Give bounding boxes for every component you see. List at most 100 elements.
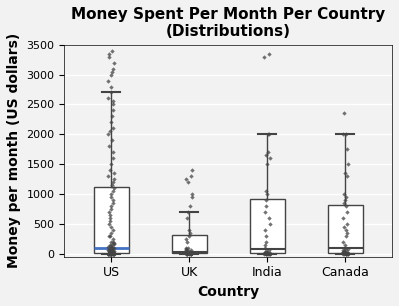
X-axis label: Country: Country	[197, 285, 259, 299]
Point	[110, 180, 116, 185]
Point	[267, 251, 273, 256]
Point	[108, 251, 114, 256]
Point	[344, 162, 351, 167]
Point	[107, 248, 114, 253]
Point	[106, 51, 113, 56]
Point	[344, 247, 351, 252]
Point	[105, 174, 111, 179]
PathPatch shape	[94, 187, 129, 253]
Point	[340, 250, 346, 255]
Point	[342, 242, 348, 247]
Point	[264, 251, 270, 256]
Point	[184, 251, 190, 256]
Point	[343, 131, 350, 136]
Point	[110, 156, 116, 161]
Point	[187, 250, 194, 255]
Point	[111, 251, 117, 256]
Point	[107, 248, 114, 253]
Point	[262, 245, 268, 250]
Point	[110, 250, 116, 255]
Point	[111, 60, 117, 65]
Point	[111, 186, 117, 191]
Point	[183, 247, 189, 252]
Point	[109, 114, 115, 119]
Point	[183, 247, 190, 252]
Point	[340, 225, 347, 230]
Point	[263, 248, 269, 253]
Point	[108, 251, 115, 256]
Point	[344, 230, 350, 235]
Point	[263, 203, 270, 208]
Point	[183, 251, 190, 256]
Point	[110, 171, 117, 176]
Point	[105, 96, 111, 101]
Point	[344, 222, 350, 226]
Point	[341, 111, 347, 116]
Point	[111, 241, 117, 245]
Point	[110, 99, 116, 104]
Point	[343, 195, 349, 200]
Point	[107, 120, 114, 125]
Point	[111, 249, 117, 254]
Point	[265, 132, 271, 137]
Point	[186, 250, 193, 255]
Point	[188, 250, 194, 255]
Point	[266, 251, 273, 256]
Point	[341, 249, 347, 254]
Point	[107, 250, 113, 255]
Point	[106, 251, 113, 256]
Point	[261, 251, 267, 256]
Point	[109, 227, 116, 232]
Point	[108, 250, 114, 255]
Point	[105, 132, 112, 137]
Point	[345, 251, 352, 256]
Point	[108, 246, 115, 251]
Point	[184, 239, 190, 244]
Point	[110, 251, 116, 256]
Point	[108, 192, 114, 196]
Point	[343, 251, 350, 256]
Point	[111, 251, 117, 256]
Point	[261, 251, 268, 256]
Point	[261, 54, 268, 59]
Point	[343, 250, 349, 255]
Point	[109, 250, 115, 255]
Point	[107, 248, 114, 253]
Point	[108, 230, 114, 235]
Point	[185, 251, 191, 256]
Point	[110, 66, 117, 71]
Point	[184, 250, 190, 255]
Point	[105, 251, 112, 256]
Point	[262, 227, 269, 232]
Point	[107, 129, 113, 134]
Point	[107, 244, 113, 248]
Point	[340, 248, 347, 253]
Point	[263, 153, 270, 158]
Y-axis label: Money per month (US dollars): Money per month (US dollars)	[7, 33, 21, 268]
Point	[343, 233, 350, 238]
Point	[109, 249, 116, 254]
Point	[342, 251, 348, 256]
Point	[267, 156, 273, 161]
Point	[109, 108, 116, 113]
Point	[343, 203, 349, 208]
Point	[342, 245, 348, 250]
Point	[189, 192, 196, 196]
Point	[105, 78, 112, 83]
Point	[263, 251, 269, 256]
Point	[106, 210, 112, 215]
Point	[108, 248, 115, 253]
Point	[263, 239, 269, 244]
Point	[340, 215, 346, 220]
Point	[106, 233, 112, 238]
Point	[261, 251, 267, 256]
Point	[108, 251, 115, 256]
Point	[340, 239, 346, 244]
Point	[188, 250, 195, 255]
Point	[109, 251, 116, 256]
Point	[110, 188, 116, 193]
Point	[184, 215, 190, 220]
Point	[188, 250, 194, 255]
Point	[188, 174, 194, 179]
Point	[188, 251, 195, 256]
